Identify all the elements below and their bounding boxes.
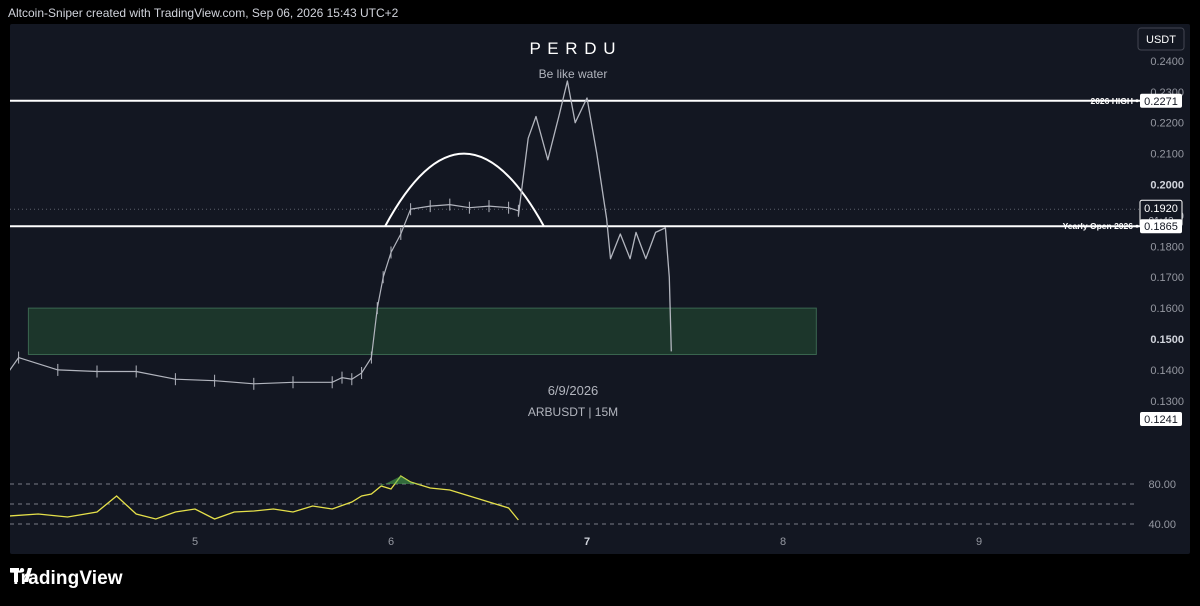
level-label: Yearly Open 2026	[1063, 221, 1134, 231]
y-tick-label: 0.2200	[1150, 118, 1184, 130]
currency-box	[1137, 27, 1185, 51]
oscillator-line	[10, 475, 519, 521]
y-tick-label: 0.1800	[1150, 241, 1184, 253]
level-label: 2026 HIGH	[1090, 96, 1133, 106]
currency-label: USDT	[1146, 34, 1176, 46]
price-tag-box	[1140, 412, 1182, 427]
chart-title: P E R D U	[529, 39, 616, 58]
oscillator-level-label: 80.00	[1148, 479, 1176, 491]
y-tick-label: 0.1300	[1150, 396, 1184, 408]
tradingview-logo-icon	[10, 568, 32, 582]
level-label-dot	[1135, 224, 1139, 228]
oscillator-level-label: 40.00	[1148, 519, 1176, 531]
price-chart[interactable]: P E R D U Be like water 6/9/2026 ARBUSDT | …	[10, 24, 1190, 554]
tradingview-footer[interactable]: TradingView	[10, 568, 123, 590]
x-tick-label: 5	[192, 536, 198, 548]
credit-text: Altcoin-Sniper created with TradingView.…	[8, 6, 399, 20]
oscillator-overbought-fill	[381, 476, 421, 486]
level-label-dot	[1135, 99, 1139, 103]
price-tag-text: 0.2271	[1144, 96, 1178, 108]
y-tick-label: 0.1600	[1150, 303, 1184, 315]
price-tag-box	[1140, 93, 1182, 108]
price-tag-text: 0.1920	[1144, 203, 1178, 215]
y-tick-label: 0.1400	[1150, 365, 1184, 377]
projection-path	[517, 80, 672, 352]
tradingview-brand: TradingView	[10, 568, 123, 589]
y-tick-label: 0.1500	[1150, 334, 1184, 346]
x-tick-label: 7	[584, 536, 590, 548]
demand-zone	[27, 307, 817, 355]
y-tick-label: 0.2400	[1150, 56, 1184, 68]
chart-date-label: 6/9/2026	[548, 383, 599, 398]
price-tag-text: 0.1241	[1144, 414, 1178, 426]
y-tick-label: 0.2000	[1150, 180, 1184, 192]
x-tick-label: 8	[780, 536, 786, 548]
x-tick-label: 9	[976, 536, 982, 548]
price-tag-box	[1140, 219, 1182, 234]
rounded-top-arc	[384, 152, 545, 227]
chart-symbol-label: ARBUSDT | 15M	[528, 405, 618, 419]
chart-subtitle: Be like water	[539, 67, 608, 81]
price-series-line	[10, 203, 519, 385]
x-tick-label: 6	[388, 536, 394, 548]
chart-panel[interactable]: P E R D U Be like water 6/9/2026 ARBUSDT | …	[10, 24, 1190, 554]
y-tick-label: 0.2100	[1150, 149, 1184, 161]
price-tag-text: 0.1865	[1144, 221, 1178, 233]
y-tick-label: 0.1700	[1150, 272, 1184, 284]
